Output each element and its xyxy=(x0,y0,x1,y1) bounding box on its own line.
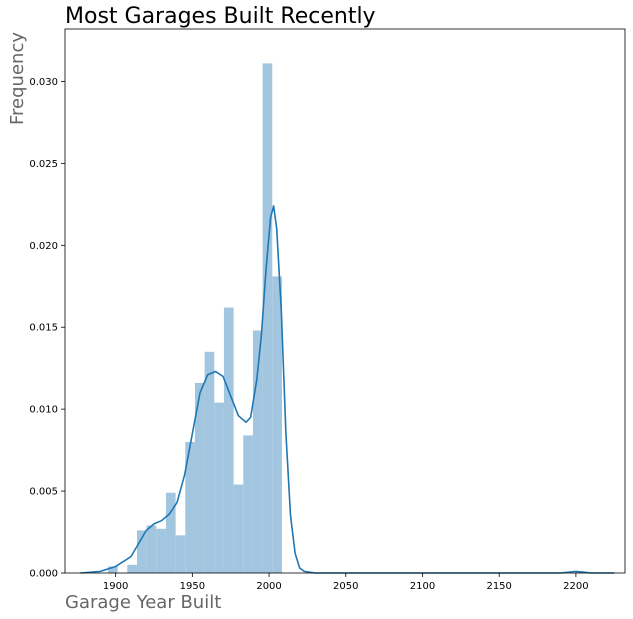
x-tick-label: 2050 xyxy=(333,581,358,592)
histogram-bar xyxy=(127,564,137,573)
histogram-bar xyxy=(136,530,147,573)
y-tick-label: 0.000 xyxy=(29,569,58,580)
histogram-bar xyxy=(107,566,118,573)
histogram-bar xyxy=(165,492,176,573)
x-tick-label: 1900 xyxy=(103,581,128,592)
histogram-bar xyxy=(175,535,186,573)
kde-line xyxy=(80,205,615,574)
histogram-bar xyxy=(214,402,224,573)
y-tick-label: 0.025 xyxy=(29,159,58,170)
histogram-bar xyxy=(204,351,215,573)
y-axis-label: Frequency xyxy=(7,32,28,125)
histogram-bar xyxy=(194,382,205,573)
y-tick-label: 0.005 xyxy=(29,487,58,498)
x-tick-label: 2150 xyxy=(486,581,511,592)
x-tick-label: 2000 xyxy=(256,581,281,592)
y-tick-label: 0.020 xyxy=(29,241,58,252)
y-axis-ticks: 0.000 0.005 0.010 0.015 0.020 0.025 0.030 xyxy=(29,77,65,580)
y-tick-label: 0.015 xyxy=(29,323,58,334)
histogram-bar xyxy=(185,441,195,573)
x-tick-label: 2200 xyxy=(563,581,588,592)
plot-frame xyxy=(64,28,626,574)
histogram-bar xyxy=(272,276,282,573)
x-axis-ticks: 1900 1950 2000 2050 2100 2150 2200 xyxy=(103,573,589,592)
histogram-bars xyxy=(107,63,586,573)
x-tick-label: 2100 xyxy=(410,581,435,592)
x-axis-label: Garage Year Built xyxy=(65,592,221,613)
histogram-bar xyxy=(262,63,273,573)
histogram-bar xyxy=(146,525,157,573)
histogram-bar xyxy=(252,330,263,573)
histogram-bar xyxy=(223,307,234,573)
histogram-bar xyxy=(233,484,244,573)
histogram-bar xyxy=(156,528,166,573)
x-tick-label: 1950 xyxy=(180,581,205,592)
histogram-bar xyxy=(243,435,253,573)
kde-curve-layer xyxy=(80,205,615,574)
y-tick-label: 0.010 xyxy=(29,405,58,416)
y-tick-label: 0.030 xyxy=(29,77,58,88)
chart-title: Most Garages Built Recently xyxy=(65,4,376,29)
